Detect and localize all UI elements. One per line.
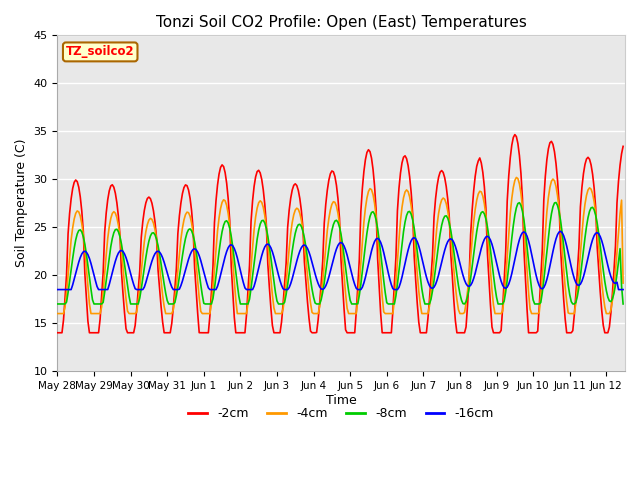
-4cm	[54, 311, 61, 316]
-4cm	[620, 280, 627, 286]
-2cm	[147, 196, 154, 202]
-4cm	[147, 216, 154, 221]
Y-axis label: Soil Temperature (C): Soil Temperature (C)	[15, 139, 28, 267]
Line: -2cm: -2cm	[58, 134, 623, 333]
-4cm	[244, 300, 252, 306]
Line: -4cm: -4cm	[58, 178, 623, 313]
-2cm	[244, 288, 252, 294]
-2cm	[468, 207, 476, 213]
Line: -16cm: -16cm	[58, 231, 623, 289]
-4cm	[609, 297, 616, 303]
-16cm	[125, 265, 133, 271]
-16cm	[342, 247, 349, 253]
-8cm	[620, 301, 627, 307]
-8cm	[147, 233, 154, 239]
-4cm	[513, 175, 520, 180]
-16cm	[54, 287, 61, 292]
-2cm	[609, 290, 616, 296]
-8cm	[468, 264, 476, 270]
-2cm	[511, 132, 518, 137]
-16cm	[557, 228, 564, 234]
-4cm	[342, 291, 349, 297]
-2cm	[54, 330, 61, 336]
Title: Tonzi Soil CO2 Profile: Open (East) Temperatures: Tonzi Soil CO2 Profile: Open (East) Temp…	[156, 15, 527, 30]
-2cm	[620, 144, 627, 149]
-8cm	[552, 200, 560, 205]
Line: -8cm: -8cm	[58, 203, 623, 304]
-4cm	[468, 237, 476, 242]
-4cm	[125, 311, 133, 316]
-16cm	[620, 287, 627, 292]
-16cm	[244, 287, 252, 292]
-8cm	[54, 301, 61, 307]
-16cm	[468, 280, 476, 286]
Text: TZ_soilco2: TZ_soilco2	[66, 46, 134, 59]
X-axis label: Time: Time	[326, 394, 356, 407]
-2cm	[342, 327, 349, 333]
-8cm	[244, 301, 252, 307]
-8cm	[342, 265, 349, 271]
Legend: -2cm, -4cm, -8cm, -16cm: -2cm, -4cm, -8cm, -16cm	[184, 402, 499, 425]
-8cm	[609, 296, 616, 302]
-16cm	[609, 277, 616, 283]
-16cm	[147, 264, 154, 269]
-2cm	[125, 330, 133, 336]
-8cm	[125, 293, 133, 299]
